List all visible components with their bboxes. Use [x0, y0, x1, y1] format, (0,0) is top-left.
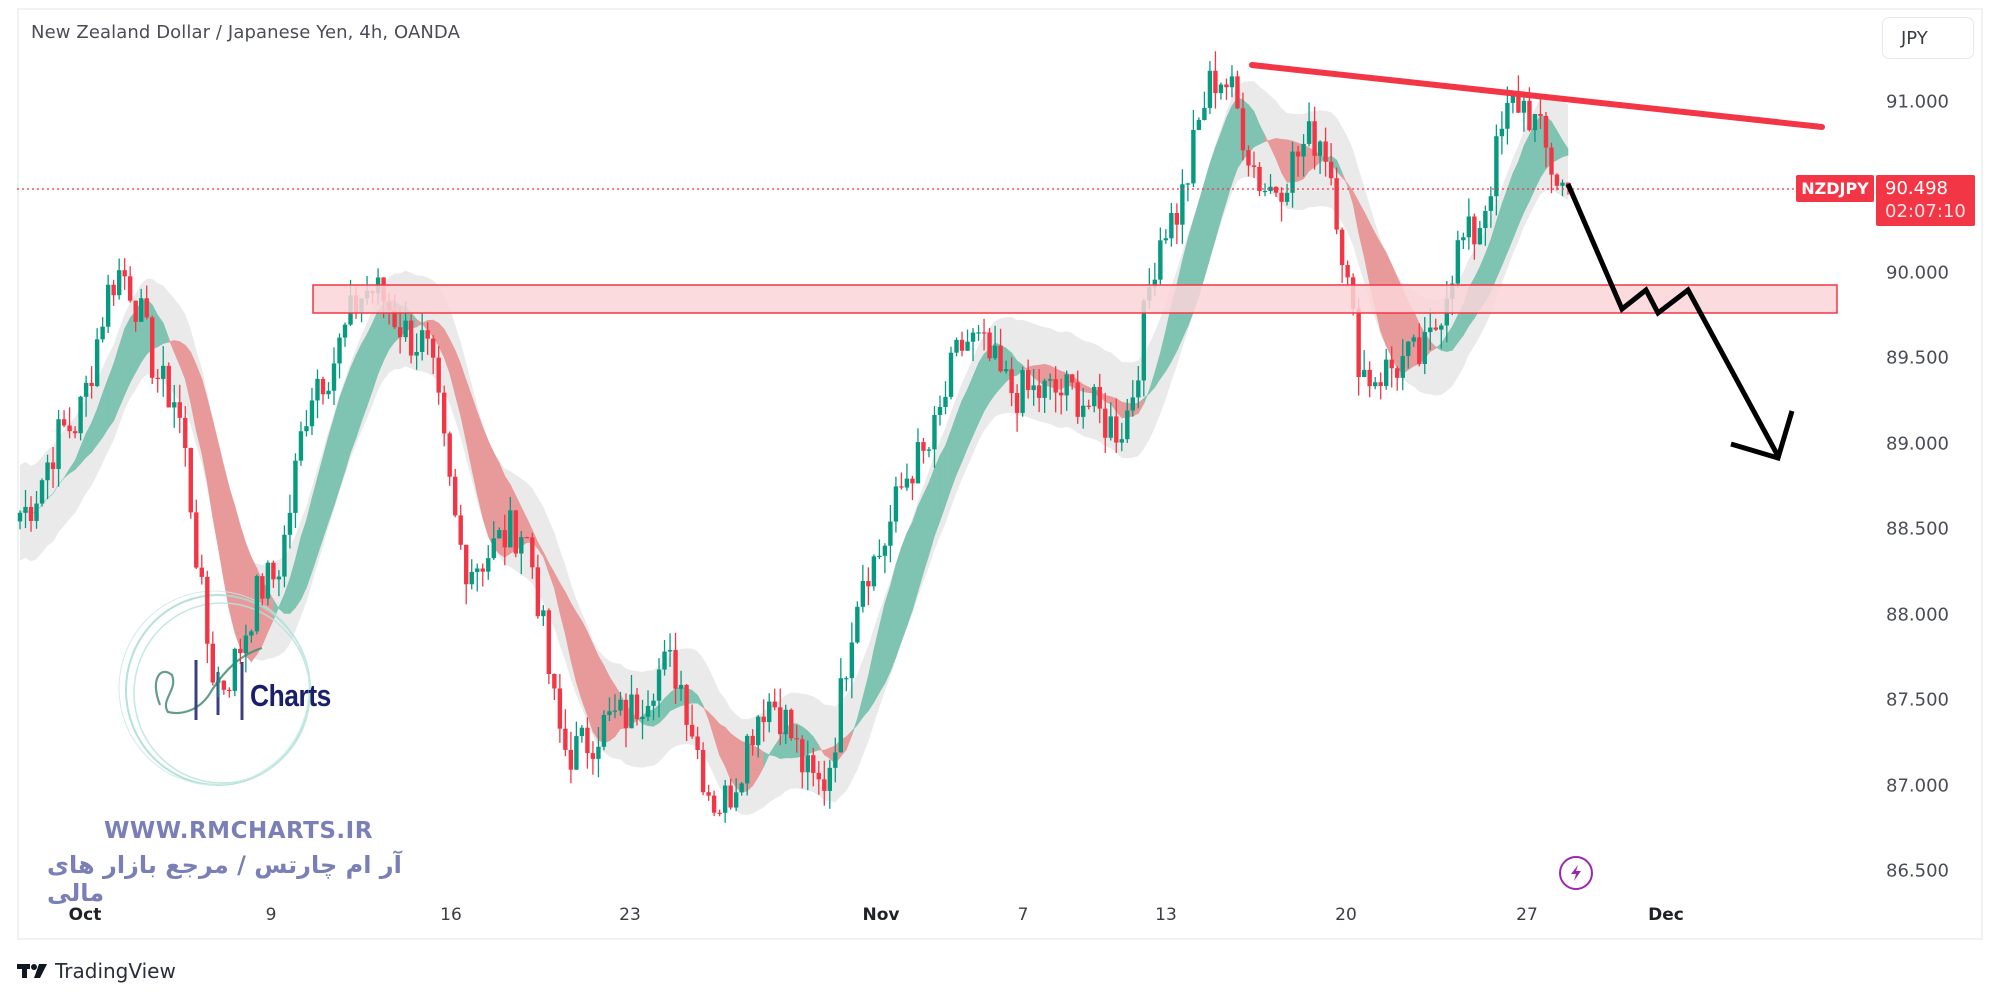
events-button[interactable]	[1559, 856, 1593, 890]
watermark-url: WWW.RMCHARTS.IR	[104, 818, 373, 844]
price-tick: 87.000	[1886, 775, 1949, 797]
price-tick: 90.000	[1886, 262, 1949, 284]
last-price-value: 90.498	[1885, 178, 1948, 199]
price-tick: 91.000	[1886, 91, 1949, 113]
time-tick: Nov	[862, 905, 900, 925]
projection-arrow-path[interactable]	[1565, 183, 1781, 458]
watermark-logo-text: Charts	[250, 678, 331, 713]
price-tick: 87.500	[1886, 689, 1949, 711]
time-tick: 9	[265, 905, 277, 925]
last-price-tag: 90.498 02:07:10	[1876, 175, 1975, 226]
brand-name: TradingView	[55, 959, 176, 983]
descending-trendline[interactable]	[1249, 62, 1825, 130]
price-tick: 89.000	[1886, 433, 1949, 455]
symbol-price-tag: NZDJPY	[1796, 175, 1874, 202]
lightning-bolt-icon	[1571, 865, 1581, 881]
projection-arrowhead	[1730, 410, 1795, 462]
time-tick: Oct	[68, 905, 102, 925]
tradingview-logo-icon	[17, 964, 47, 978]
resistance-zone[interactable]	[312, 284, 1838, 314]
price-tick: 86.500	[1886, 860, 1949, 882]
time-tick: Dec	[1648, 905, 1684, 925]
time-tick: 7	[1017, 905, 1029, 925]
time-tick: 20	[1335, 905, 1357, 925]
tradingview-brand[interactable]: TradingView	[17, 959, 176, 983]
time-tick: 13	[1155, 905, 1177, 925]
envelope-band	[20, 81, 1568, 815]
chart-title: New Zealand Dollar / Japanese Yen, 4h, O…	[31, 22, 460, 43]
price-tick: 88.500	[1886, 518, 1949, 540]
currency-button[interactable]: JPY	[1882, 17, 1974, 59]
bar-countdown: 02:07:10	[1885, 201, 1966, 222]
time-tick: 23	[619, 905, 641, 925]
price-tick: 88.000	[1886, 604, 1949, 626]
time-tick: 16	[440, 905, 462, 925]
watermark-tagline: آر ام چارتس / مرجع بازار های مالی	[47, 851, 402, 907]
time-tick: 27	[1516, 905, 1538, 925]
price-tick: 89.500	[1886, 347, 1949, 369]
